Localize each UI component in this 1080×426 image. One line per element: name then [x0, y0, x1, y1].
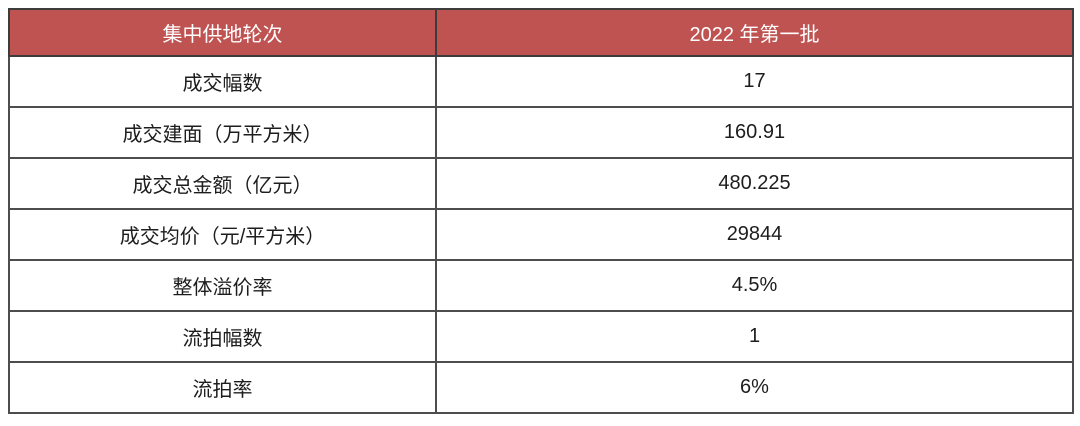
table-row: 流拍率 6%: [8, 361, 1074, 414]
header-cell-round: 集中供地轮次: [8, 8, 437, 57]
row-label: 流拍幅数: [8, 310, 437, 363]
row-value: 1: [435, 310, 1074, 363]
row-value: 6%: [435, 361, 1074, 414]
table-row: 成交幅数 17: [8, 55, 1074, 108]
row-value: 17: [435, 55, 1074, 108]
row-label: 成交总金额（亿元）: [8, 157, 437, 210]
row-value: 160.91: [435, 106, 1074, 159]
row-value: 480.225: [435, 157, 1074, 210]
row-label: 流拍率: [8, 361, 437, 414]
row-label: 成交幅数: [8, 55, 437, 108]
table-row: 成交总金额（亿元） 480.225: [8, 157, 1074, 210]
header-cell-batch: 2022 年第一批: [435, 8, 1074, 57]
table-row: 成交均价（元/平方米） 29844: [8, 208, 1074, 261]
row-value: 29844: [435, 208, 1074, 261]
row-label: 整体溢价率: [8, 259, 437, 312]
row-value: 4.5%: [435, 259, 1074, 312]
row-label: 成交均价（元/平方米）: [8, 208, 437, 261]
land-auction-table-container: 集中供地轮次 2022 年第一批 成交幅数 17 成交建面（万平方米） 160.91 成…: [8, 8, 1074, 414]
land-auction-table: 集中供地轮次 2022 年第一批 成交幅数 17 成交建面（万平方米） 160.91 成…: [8, 8, 1074, 414]
row-label: 成交建面（万平方米）: [8, 106, 437, 159]
table-row: 流拍幅数 1: [8, 310, 1074, 363]
header-row: 集中供地轮次 2022 年第一批: [8, 8, 1074, 57]
table-body: 成交幅数 17 成交建面（万平方米） 160.91 成交总金额（亿元） 480.225 成交…: [8, 55, 1074, 414]
table-row: 整体溢价率 4.5%: [8, 259, 1074, 312]
table-row: 成交建面（万平方米） 160.91: [8, 106, 1074, 159]
